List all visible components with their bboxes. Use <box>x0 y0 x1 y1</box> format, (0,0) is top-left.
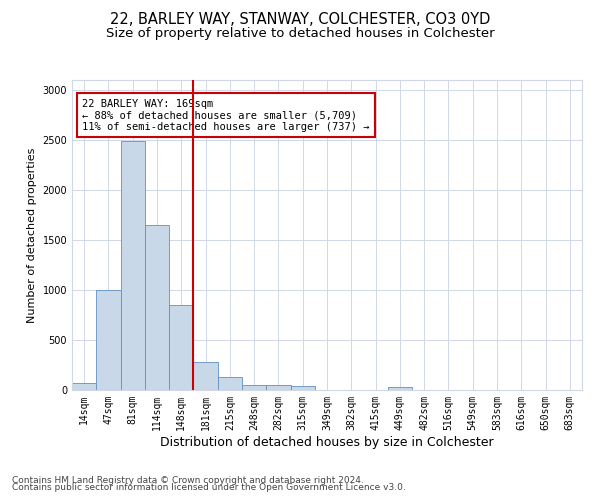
Bar <box>72 382 96 390</box>
Bar <box>388 387 412 390</box>
Bar <box>193 362 218 390</box>
Y-axis label: Number of detached properties: Number of detached properties <box>27 148 37 322</box>
X-axis label: Distribution of detached houses by size in Colchester: Distribution of detached houses by size … <box>160 436 494 448</box>
Bar <box>96 290 121 390</box>
Bar <box>218 377 242 390</box>
Bar <box>290 386 315 390</box>
Bar <box>266 385 290 390</box>
Bar <box>169 305 193 390</box>
Bar <box>145 225 169 390</box>
Text: Contains public sector information licensed under the Open Government Licence v3: Contains public sector information licen… <box>12 484 406 492</box>
Text: 22, BARLEY WAY, STANWAY, COLCHESTER, CO3 0YD: 22, BARLEY WAY, STANWAY, COLCHESTER, CO3… <box>110 12 490 28</box>
Text: Size of property relative to detached houses in Colchester: Size of property relative to detached ho… <box>106 28 494 40</box>
Bar <box>121 141 145 390</box>
Bar <box>242 384 266 390</box>
Text: 22 BARLEY WAY: 169sqm
← 88% of detached houses are smaller (5,709)
11% of semi-d: 22 BARLEY WAY: 169sqm ← 88% of detached … <box>82 98 370 132</box>
Text: Contains HM Land Registry data © Crown copyright and database right 2024.: Contains HM Land Registry data © Crown c… <box>12 476 364 485</box>
